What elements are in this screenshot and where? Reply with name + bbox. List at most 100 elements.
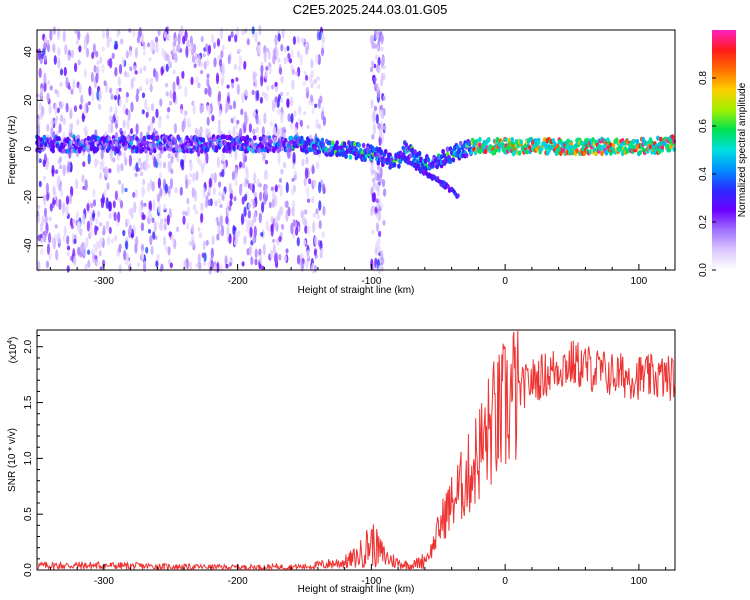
ridge-point [504, 137, 509, 143]
ridge-point [478, 136, 482, 143]
noise-speckle [159, 98, 163, 107]
noise-speckle [374, 246, 378, 256]
noise-speckle [191, 224, 195, 233]
ridge-point [354, 155, 359, 161]
ridge-point [82, 146, 86, 152]
noise-speckle [231, 170, 236, 181]
noise-speckle [232, 125, 236, 138]
ridge-point [61, 148, 66, 154]
noise-speckle [138, 26, 142, 38]
noise-speckle [278, 235, 282, 243]
noise-speckle [206, 73, 210, 79]
noise-speckle [254, 31, 258, 43]
noise-speckle [274, 34, 278, 47]
noise-speckle [213, 172, 217, 184]
noise-speckle [77, 246, 81, 256]
noise-speckle [290, 96, 294, 107]
ridge-point [330, 150, 335, 156]
noise-speckle [280, 223, 285, 230]
noise-speckle [201, 165, 205, 171]
noise-speckle [374, 170, 378, 182]
noise-speckle [37, 204, 41, 209]
noise-speckle [304, 225, 308, 234]
noise-speckle [82, 213, 86, 226]
noise-speckle [70, 88, 74, 95]
noise-speckle [94, 247, 98, 253]
noise-speckle [235, 77, 239, 82]
noise-speckle [241, 162, 246, 169]
noise-speckle [306, 249, 310, 259]
noise-speckle [83, 127, 87, 133]
noise-speckle [272, 54, 276, 65]
noise-speckle [218, 58, 222, 67]
noise-speckle [375, 222, 380, 233]
ridge-point [553, 141, 557, 147]
noise-speckle [159, 266, 163, 272]
noise-speckle [152, 231, 156, 240]
noise-speckle [291, 187, 295, 196]
noise-speckle [241, 196, 245, 205]
noise-speckle [141, 92, 146, 99]
noise-speckle [204, 200, 208, 209]
noise-speckle [200, 212, 204, 223]
ridge-point [51, 148, 55, 154]
noise-speckle [48, 232, 52, 244]
noise-speckle [370, 207, 374, 217]
ridge-point [341, 148, 345, 154]
ridge-point [379, 149, 384, 155]
noise-speckle [95, 159, 100, 164]
noise-speckle [87, 249, 91, 255]
noise-speckle [76, 118, 80, 126]
noise-speckle [79, 228, 83, 236]
noise-speckle [182, 215, 186, 225]
noise-speckle [371, 134, 375, 140]
snr-y-tick-label: 0.5 [23, 507, 34, 521]
noise-speckle [285, 248, 289, 254]
noise-speckle [233, 63, 237, 70]
noise-speckle [225, 215, 229, 225]
noise-speckle [121, 57, 125, 68]
noise-speckle [93, 65, 97, 73]
noise-speckle [99, 165, 103, 171]
noise-speckle [286, 98, 290, 108]
noise-speckle [376, 239, 380, 249]
noise-speckle [110, 123, 114, 134]
noise-speckle [203, 61, 207, 70]
noise-speckle [108, 212, 112, 219]
noise-speckle [126, 218, 130, 224]
noise-speckle [306, 225, 310, 236]
noise-speckle [311, 166, 315, 175]
noise-speckle [185, 45, 189, 58]
noise-speckle [132, 191, 136, 198]
noise-speckle [373, 83, 377, 91]
noise-speckle [59, 103, 63, 110]
ridge-point [367, 149, 372, 155]
noise-speckle [310, 58, 314, 69]
noise-speckle [236, 119, 240, 125]
noise-speckle [236, 83, 240, 96]
noise-speckle [372, 169, 376, 174]
noise-speckle [249, 182, 253, 191]
spectrogram-y-axis-label: Frequency (Hz) [7, 116, 18, 185]
ridge-point [129, 140, 133, 146]
noise-speckle [100, 197, 104, 204]
ridge-point [144, 148, 148, 154]
noise-speckle [228, 262, 232, 267]
noise-speckle [142, 50, 146, 56]
noise-speckle [290, 123, 294, 130]
noise-speckle [308, 99, 312, 106]
noise-speckle [268, 62, 272, 68]
ridge-point [57, 136, 61, 142]
snr-x-tick-label: -200 [228, 576, 248, 587]
ridge-point [264, 135, 269, 141]
noise-speckle [228, 233, 232, 244]
noise-speckle [172, 81, 176, 93]
noise-speckle [219, 204, 223, 208]
noise-speckle [100, 236, 104, 244]
noise-speckle [240, 213, 245, 226]
noise-speckle [54, 103, 58, 115]
noise-speckle [183, 260, 187, 270]
noise-speckle [291, 163, 296, 169]
colorbar-tick-label: 0.8 [698, 71, 709, 85]
ridge-point [98, 144, 103, 150]
